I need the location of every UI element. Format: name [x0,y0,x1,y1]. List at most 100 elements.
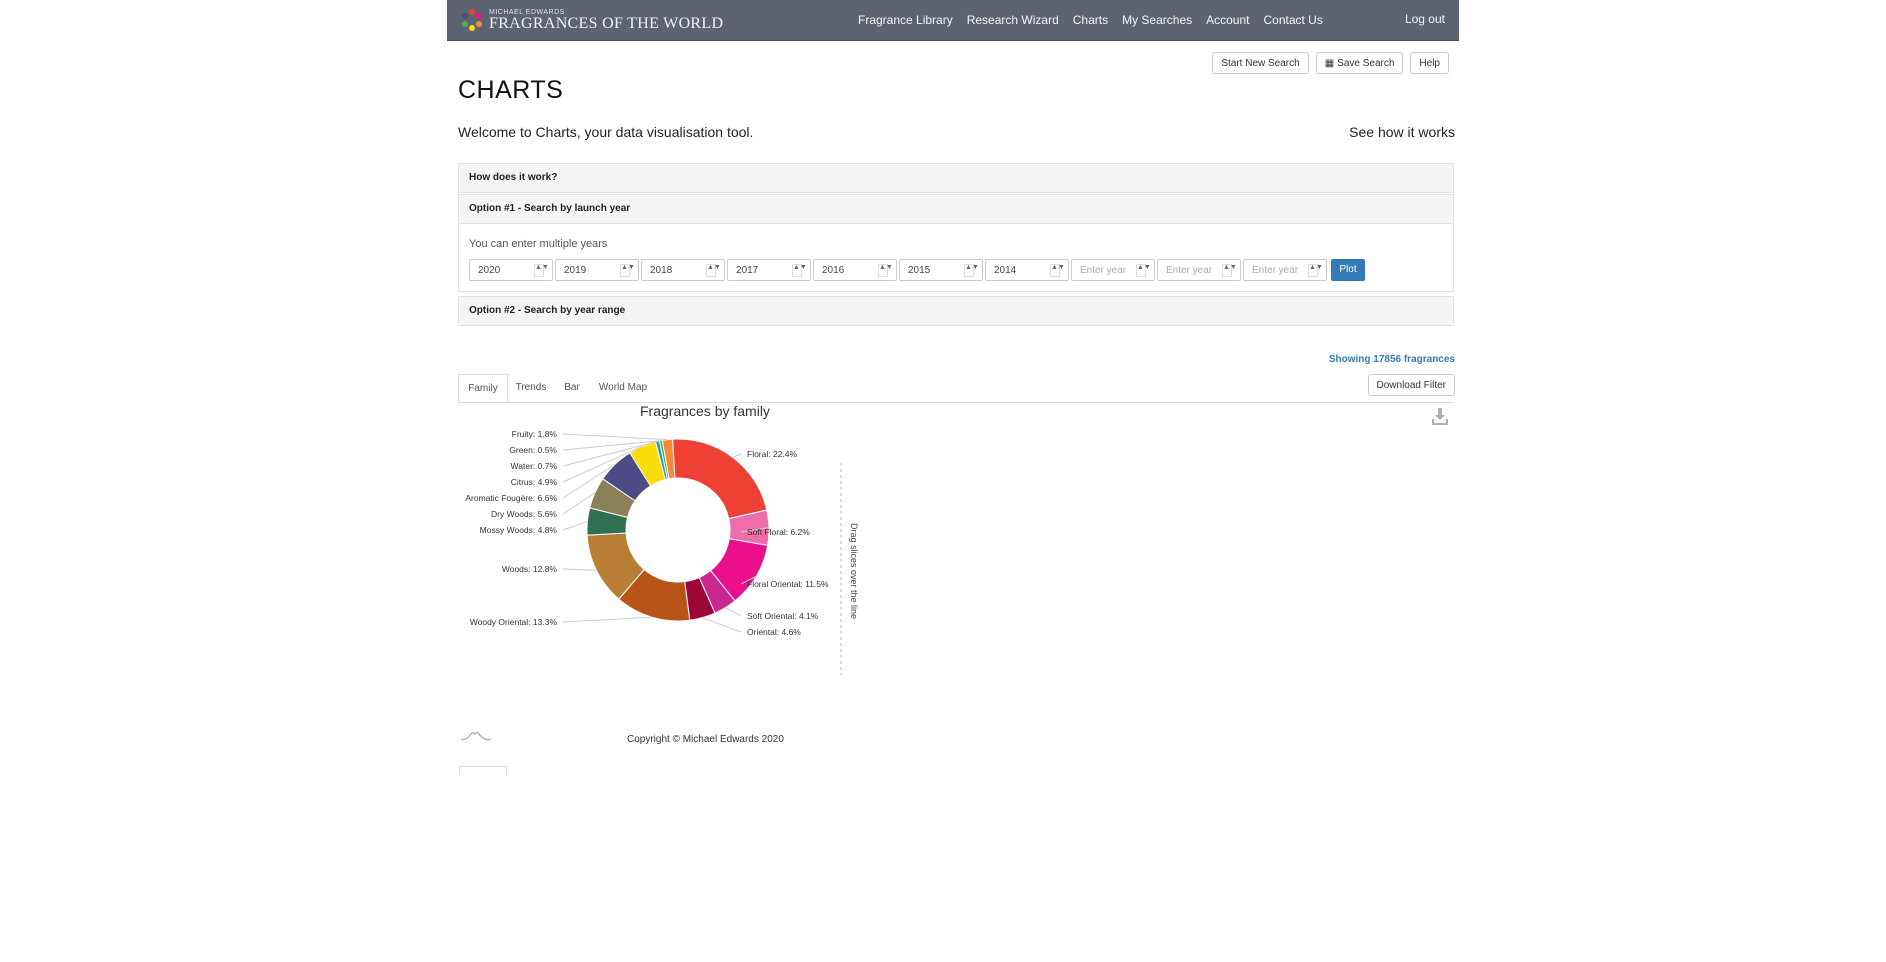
chart-tabs: Family Trends Bar World Map [458,374,1454,403]
save-search-label: Save Search [1337,58,1395,69]
panel-how-it-works[interactable]: How does it work? [458,163,1454,193]
slice-label: Soft Oriental: 4.1% [747,611,819,621]
spinner-icon[interactable]: ▲▼ [534,263,549,277]
nav-fragrance-library[interactable]: Fragrance Library [858,13,953,27]
nav-account[interactable]: Account [1206,13,1250,27]
slice-label: Woods: 12.8% [502,564,558,574]
nav-contact-us[interactable]: Contact Us [1263,13,1323,27]
nav-research-wizard[interactable]: Research Wizard [966,13,1059,27]
year-input-8[interactable]: Enter year ▲▼ [1071,259,1155,281]
slice-label: Soft Floral: 6.2% [747,527,810,537]
year-value: 2018 [650,264,673,276]
logo-small-text: MICHAEL EDWARDS [489,8,565,16]
label-connector [562,445,643,483]
navigator-sparkline [460,732,492,741]
slice-label: Floral: 22.4% [747,449,798,459]
slice-label: Mossy Woods: 4.8% [480,525,558,535]
spinner-icon[interactable]: ▲▼ [878,263,893,277]
year-placeholder: Enter year [1080,264,1127,276]
slice-labels: Floral: 22.4% Soft Floral: 6.2% Floral Ori… [465,429,829,637]
save-search-button[interactable]: ▦ Save Search [1315,52,1404,74]
slice-label: Floral Oriental: 11.5% [747,579,829,589]
slice-label: Fruity: 1.8% [512,429,558,439]
label-connector [725,607,742,617]
page: MICHAEL EDWARDS FRAGRANCES OF THE WORLD … [447,0,1459,962]
slice-label: Water: 0.7% [511,461,558,471]
label-connector [562,440,661,451]
slice-label: Green: 0.5% [509,445,557,455]
year-input-9[interactable]: Enter year ▲▼ [1157,259,1241,281]
label-connector [562,440,658,467]
label-connector [740,527,770,533]
download-filter-button[interactable]: Download Filter [1367,374,1455,396]
spinner-icon[interactable]: ▲▼ [1050,263,1065,277]
label-connector [562,463,616,499]
spinner-icon[interactable]: ▲▼ [1308,263,1323,277]
slice-label: Citrus: 4.9% [511,477,558,487]
spinner-icon[interactable]: ▲▼ [1136,263,1151,277]
multiple-years-hint: You can enter multiple years [469,238,608,250]
tab-world-map[interactable]: World Map [598,382,648,393]
label-connector [562,568,597,571]
panel-option-2[interactable]: Option #2 - Search by year range [458,296,1454,326]
plot-button[interactable]: Plot [1331,259,1365,281]
tab-trends[interactable]: Trends [515,382,547,393]
nav-charts[interactable]: Charts [1072,13,1109,27]
slice-label: Aromatic Fougère: 6.6% [465,493,557,503]
spinner-icon[interactable]: ▲▼ [1222,263,1237,277]
see-how-it-works-link[interactable]: See how it works [1349,124,1455,140]
spinner-icon[interactable]: ▲▼ [792,263,807,277]
toolbar: Start New Search ▦ Save Search Help [1205,52,1449,74]
donut-slices [586,438,770,622]
nav-menu: Fragrance Library Research Wizard Charts… [858,0,1337,40]
year-value: 2016 [822,264,845,276]
year-placeholder: Enter year [1166,264,1213,276]
year-input-4[interactable]: 2017 ▲▼ [727,259,811,281]
year-input-5[interactable]: 2016 ▲▼ [813,259,897,281]
year-input-1[interactable]: 2020 ▲▼ [469,259,553,281]
copyright-text: Copyright © Michael Edwards 2020 [627,734,784,745]
label-connector [562,520,588,531]
year-inputs: 2020 ▲▼ 2019 ▲▼ 2018 ▲▼ 2017 ▲▼ 2016 ▲▼ 2015 ▲… [469,259,1365,281]
donut-chart: Floral: 22.4% Soft Floral: 6.2% Floral Ori… [465,429,859,675]
year-value: 2019 [564,264,587,276]
year-placeholder: Enter year [1252,264,1299,276]
label-connector [562,492,596,515]
tab-bar[interactable]: Bar [564,382,580,393]
navigator-box [459,766,507,775]
logo-title: FRAGRANCES OF THE WORLD [489,14,724,32]
year-input-3[interactable]: 2018 ▲▼ [641,259,725,281]
year-input-7[interactable]: 2014 ▲▼ [985,259,1069,281]
chart-title: Fragrances by family [640,403,770,419]
navbar: MICHAEL EDWARDS FRAGRANCES OF THE WORLD … [447,0,1459,41]
nav-my-searches[interactable]: My Searches [1122,13,1193,27]
help-button[interactable]: Help [1410,52,1449,74]
label-connector [740,575,757,585]
spinner-icon[interactable]: ▲▼ [964,263,979,277]
year-value: 2014 [994,264,1017,276]
welcome-text: Welcome to Charts, your data visualisati… [458,124,754,140]
panel-option-1-body: You can enter multiple years 2020 ▲▼ 2019… [458,224,1454,292]
slice-label: Woody Oriental: 13.3% [470,617,558,627]
fragrance-count: Showing 17856 fragrances [1328,354,1455,365]
logout-link[interactable]: Log out [1404,12,1445,26]
logo-icon [461,9,483,31]
slice-label: Dry Woods: 5.6% [491,509,557,519]
year-value: 2020 [478,264,501,276]
panel-option-1[interactable]: Option #1 - Search by launch year [458,194,1454,224]
year-input-6[interactable]: 2015 ▲▼ [899,259,983,281]
label-connector [702,617,742,633]
tab-family[interactable]: Family [458,374,508,402]
slice-label: Oriental: 4.6% [747,627,801,637]
logo[interactable]: MICHAEL EDWARDS FRAGRANCES OF THE WORLD [461,6,723,34]
year-input-2[interactable]: 2019 ▲▼ [555,259,639,281]
page-title: CHARTS [458,76,564,104]
label-connector [732,453,742,458]
year-input-10[interactable]: Enter year ▲▼ [1243,259,1327,281]
year-value: 2017 [736,264,759,276]
start-new-search-button[interactable]: Start New Search [1212,52,1309,74]
drag-hint: Drag slices over the line [849,523,859,619]
spinner-icon[interactable]: ▲▼ [620,263,635,277]
download-icon[interactable] [1431,406,1449,426]
spinner-icon[interactable]: ▲▼ [706,263,721,277]
